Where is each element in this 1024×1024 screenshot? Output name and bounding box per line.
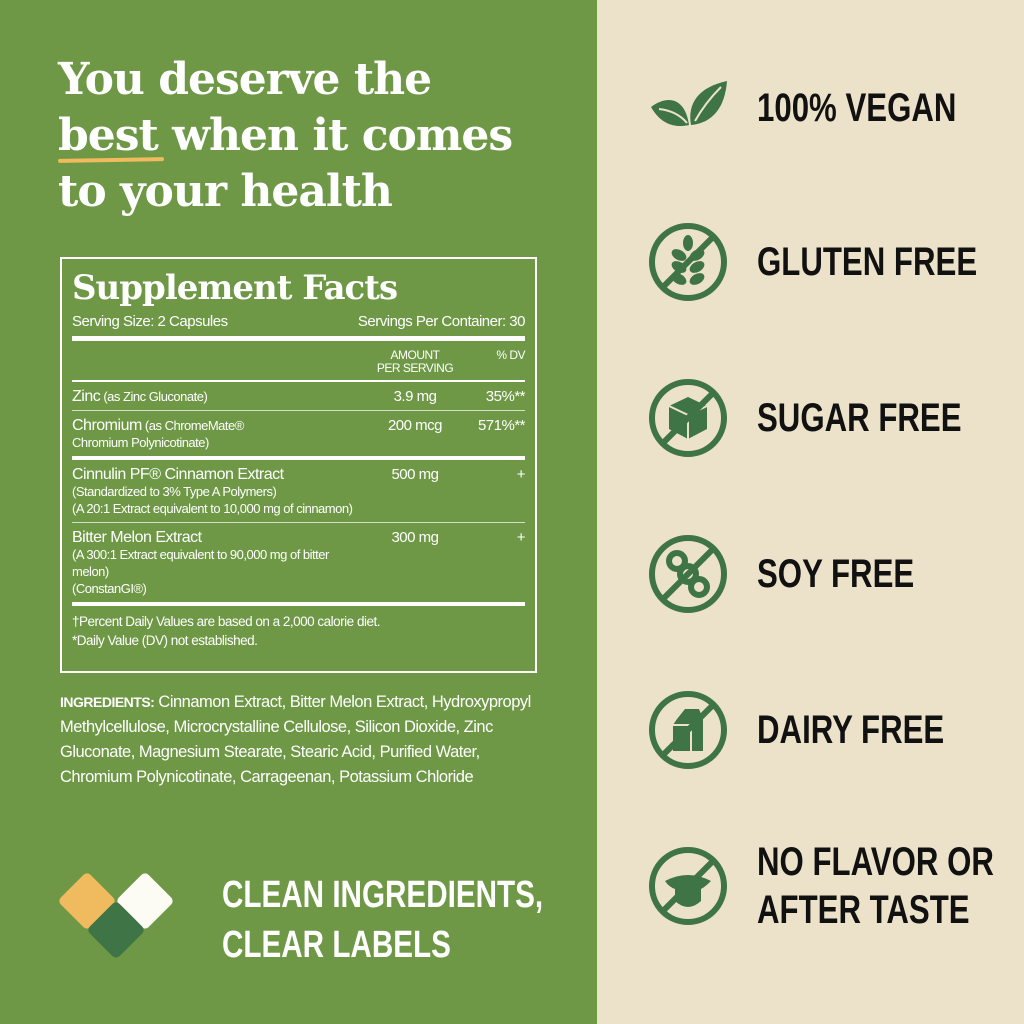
headline-best: best — [58, 108, 159, 164]
supplement-facts-panel: Supplement Facts Serving Size: 2 Capsule… — [60, 257, 537, 673]
amount: 3.9 mg — [393, 388, 437, 405]
footnote-dv: †Percent Daily Values are based on a 2,0… — [72, 614, 380, 629]
footnote-not-established: *Daily Value (DV) not established. — [72, 633, 258, 648]
ingredients-text: Cinnamon Extract, Bitter Melon Extract, … — [60, 693, 531, 786]
tagline-line1: CLEAN INGREDIENTS, — [222, 874, 544, 916]
facts-row: Cinnulin PF® Cinnamon Extract (Standardiz… — [72, 460, 526, 523]
headline-line2: when it comes — [157, 110, 513, 161]
nutrient-sub: Chromium Polynicotinate) — [72, 435, 209, 450]
heart-blocks-logo — [59, 873, 173, 958]
tagline: CLEAN INGREDIENTS, CLEAR LABELS — [222, 870, 543, 970]
feature-label: SOY FREE — [757, 550, 914, 598]
facts-title: Supplement Facts — [72, 268, 398, 308]
feature-label-line1: DAIRY FREE — [757, 708, 945, 752]
col-amount: AMOUNT — [390, 348, 441, 362]
headline-line3: to your health — [58, 166, 393, 217]
facts-row: Chromium (as ChromeMate® Chromium Polynic… — [72, 411, 526, 460]
nutrient-sub: (A 300:1 Extract equivalent to 90,000 mg… — [72, 547, 329, 596]
amount: 500 mg — [391, 466, 439, 483]
feature-no-soy: SOY FREE — [647, 534, 959, 614]
nutrient-name: Chromium — [72, 417, 142, 434]
col-amount-2: PER SERVING — [376, 361, 454, 375]
feature-no-milk-carton: DAIRY FREE — [647, 690, 997, 770]
daily-value: + — [516, 529, 526, 546]
feature-no-sugar-cube: SUGAR FREE — [647, 378, 1019, 458]
amount: 200 mcg — [387, 417, 443, 434]
headline-line1: You deserve the — [58, 54, 432, 105]
nutrient-name: Cinnulin PF® Cinnamon Extract — [72, 466, 284, 483]
features-panel: 100% VEGAN GLUTEN FREE SUGAR FREE SOY FREE D… — [597, 0, 1024, 1024]
facts-row: Zinc (as Zinc Gluconate) 3.9 mg 35%** — [72, 382, 526, 411]
feature-label-line1: NO FLAVOR OR — [757, 840, 994, 884]
daily-value: 35%** — [485, 388, 526, 405]
no-soy-icon — [649, 535, 727, 613]
feature-label: 100% VEGAN — [757, 84, 956, 132]
feature-no-tongue: NO FLAVOR OR AFTER TASTE — [647, 840, 1024, 932]
ingredients-label: INGREDIENTS: — [60, 694, 155, 710]
nutrient-detail: (as ChromeMate® — [141, 418, 244, 433]
feature-label-line1: SUGAR FREE — [757, 396, 962, 440]
left-panel: You deserve the best when it comes to yo… — [0, 0, 597, 1024]
nutrient-detail: (as Zinc Gluconate) — [100, 389, 208, 404]
no-milk-carton-icon — [649, 691, 727, 769]
feature-label-line1: GLUTEN FREE — [757, 240, 978, 284]
feature-label: DAIRY FREE — [757, 706, 944, 754]
feature-label-line2: AFTER TASTE — [757, 888, 970, 932]
no-wheat-icon — [649, 223, 727, 301]
daily-value: 571%** — [477, 417, 526, 434]
headline: You deserve the best when it comes to yo… — [58, 52, 588, 220]
leaf-icon — [651, 81, 727, 127]
nutrient-name: Bitter Melon Extract — [72, 529, 202, 546]
col-dv: % DV — [496, 348, 525, 362]
amount: 300 mg — [391, 529, 439, 546]
feature-label: GLUTEN FREE — [757, 238, 977, 286]
no-tongue-icon — [649, 847, 727, 925]
tagline-line2: CLEAR LABELS — [222, 924, 451, 966]
servings-per-container: Servings Per Container: 30 — [357, 313, 526, 330]
nutrient-name: Zinc — [72, 388, 101, 405]
nutrient-sub: (Standardized to 3% Type A Polymers) (A … — [72, 484, 353, 516]
feature-label: SUGAR FREE — [757, 394, 962, 442]
facts-header: AMOUNT PER SERVING % DV — [72, 341, 526, 382]
serving-size: Serving Size: 2 Capsules — [72, 313, 228, 330]
no-sugar-cube-icon — [649, 379, 727, 457]
ingredients: INGREDIENTS: Cinnamon Extract, Bitter Me… — [60, 690, 540, 790]
feature-no-wheat: GLUTEN FREE — [647, 222, 1024, 302]
feature-label-line1: 100% VEGAN — [757, 86, 957, 130]
feature-label-line1: SOY FREE — [757, 552, 915, 596]
feature-leaf: 100% VEGAN — [647, 68, 1013, 148]
daily-value: + — [516, 466, 526, 483]
facts-row: Bitter Melon Extract (A 300:1 Extract equ… — [72, 523, 526, 606]
feature-label: NO FLAVOR OR AFTER TASTE — [757, 838, 994, 934]
